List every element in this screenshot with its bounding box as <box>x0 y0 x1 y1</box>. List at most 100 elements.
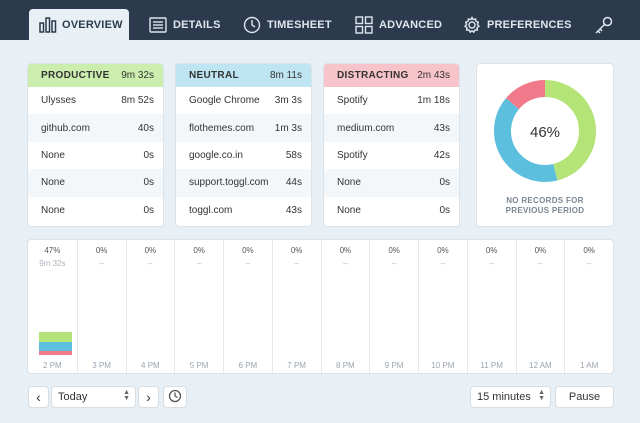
interval-value: 15 minutes <box>477 391 531 403</box>
list-item[interactable]: None 0s <box>324 169 459 197</box>
timeline-hour-column[interactable]: 47% 9m 32s 2 PM <box>28 240 77 373</box>
clock-history-icon <box>168 389 182 406</box>
item-time: 0s <box>439 204 450 216</box>
list-item[interactable]: Google Chrome 3m 3s <box>176 87 311 114</box>
hour-duration: – <box>391 259 397 268</box>
donut-neutral <box>494 80 596 182</box>
list-item[interactable]: Spotify 1m 18s <box>324 87 459 114</box>
bar-productive <box>39 332 72 342</box>
item-name: medium.com <box>337 122 395 134</box>
timeline-hour-column[interactable]: 0% – 1 AM <box>564 240 613 373</box>
timeline-hour-column[interactable]: 0% – 11 PM <box>466 240 516 373</box>
select-arrows-icon: ▲ ▼ <box>538 389 545 402</box>
timeline-hour-column[interactable]: 0% – 6 PM <box>223 240 272 373</box>
list-icon <box>148 15 168 35</box>
item-name: Spotify <box>337 149 368 161</box>
item-name: None <box>41 177 65 189</box>
select-arrows-icon: ▲ ▼ <box>123 389 130 402</box>
distracting-card: DISTRACTING 2m 43s Spotify 1m 18s medium.… <box>324 64 459 226</box>
timeline-hour-column[interactable]: 0% – 7 PM <box>271 240 321 373</box>
timeline-hour-column[interactable]: 0% – 10 PM <box>418 240 467 373</box>
bar-chart-icon <box>39 15 57 35</box>
list-item[interactable]: toggl.com 43s <box>176 197 311 224</box>
tab-timesheet[interactable]: TIMESHEET <box>242 9 332 40</box>
hour-percent: 47% <box>44 246 61 255</box>
list-item[interactable]: None 0s <box>28 142 163 169</box>
tab-label: PREFERENCES <box>487 18 572 31</box>
card-title: PRODUCTIVE <box>41 70 110 81</box>
list-item[interactable]: github.com 40s <box>28 114 163 142</box>
timeline-hour-column[interactable]: 0% – 5 PM <box>174 240 223 373</box>
list-item[interactable]: Ulysses 8m 52s <box>28 87 163 114</box>
hour-label: 1 AM <box>580 361 599 370</box>
item-name: Google Chrome <box>189 95 260 107</box>
interval-select[interactable]: 15 minutes ▲ ▼ <box>471 387 550 407</box>
timeline-hour-column[interactable]: 0% – 12 AM <box>515 240 565 373</box>
tab-preferences[interactable]: PREFERENCES <box>462 9 572 40</box>
hour-label: 3 PM <box>92 361 111 370</box>
card-total: 9m 32s <box>121 70 154 81</box>
hour-percent: 0% <box>485 246 498 255</box>
comparison-note: NO RECORDS FOR PREVIOUS PERIOD <box>505 196 585 215</box>
hour-duration: – <box>245 259 251 268</box>
timeline-hour-column[interactable]: 0% – 9 PM <box>369 240 418 373</box>
hour-label: 2 PM <box>43 361 62 370</box>
tab-overview[interactable]: OVERVIEW <box>29 9 129 40</box>
item-name: None <box>41 204 65 216</box>
list-item[interactable]: medium.com 43s <box>324 114 459 142</box>
hour-percent: 0% <box>388 246 400 255</box>
hour-label: 8 PM <box>336 361 355 370</box>
list-item[interactable]: support.toggl.com 44s <box>176 169 311 197</box>
key-icon <box>594 15 614 35</box>
hour-duration: – <box>343 259 348 268</box>
item-name: google.co.in <box>189 149 243 161</box>
summary-card: 46% NO RECORDS FOR PREVIOUS PERIOD <box>477 64 613 226</box>
top-nav-bar: OVERVIEW DETAILS TIMESHEET ADVANCED PREF… <box>0 0 640 40</box>
list-item[interactable]: google.co.in 58s <box>176 142 311 169</box>
list-item[interactable]: Spotify 42s <box>324 142 459 169</box>
tab-advanced[interactable]: ADVANCED <box>354 9 442 40</box>
tab-details[interactable]: DETAILS <box>148 9 221 40</box>
item-time: 40s <box>137 122 154 134</box>
neutral-card: NEUTRAL 8m 11s Google Chrome 3m 3s flothe… <box>176 64 311 226</box>
list-item[interactable]: None 0s <box>28 197 163 224</box>
list-item[interactable]: None 0s <box>324 197 459 224</box>
hour-duration: – <box>99 259 104 268</box>
period-select[interactable]: Today ▲ ▼ <box>52 387 135 407</box>
previous-period-button[interactable]: ‹ <box>29 387 48 407</box>
neutral-header: NEUTRAL 8m 11s <box>176 64 311 87</box>
clock-icon <box>242 15 262 35</box>
timeline-hour-column[interactable]: 0% – 4 PM <box>125 240 175 373</box>
item-time: 42s <box>433 149 450 161</box>
tab-label: TIMESHEET <box>267 18 332 31</box>
card-total: 2m 43s <box>417 70 450 81</box>
timeline-hour-column[interactable]: 0% – 8 PM <box>320 240 370 373</box>
list-item[interactable]: flothemes.com 1m 3s <box>176 114 311 142</box>
hour-label: 10 PM <box>431 361 455 370</box>
productive-header: PRODUCTIVE 9m 32s <box>28 64 163 87</box>
item-time: 0s <box>439 177 450 189</box>
item-name: None <box>41 149 65 161</box>
next-period-button[interactable]: › <box>139 387 158 407</box>
list-item[interactable]: None 0s <box>28 169 163 197</box>
hour-label: 4 PM <box>141 361 160 370</box>
hour-duration: – <box>440 259 446 268</box>
item-time: 1m 18s <box>417 95 450 107</box>
hour-percent: 0% <box>583 246 595 255</box>
grid-icon <box>354 15 374 35</box>
bar-distracting <box>39 351 72 355</box>
history-button[interactable] <box>164 387 186 407</box>
bar-neutral <box>39 342 72 351</box>
key-button[interactable] <box>594 9 619 40</box>
pause-button[interactable]: Pause <box>556 387 613 407</box>
productive-card: PRODUCTIVE 9m 32s Ulysses 8m 52s github.c… <box>28 64 163 226</box>
tab-label: ADVANCED <box>379 18 443 31</box>
timeline-hour-column[interactable]: 0% – 3 PM <box>76 240 126 373</box>
hour-label: 9 PM <box>384 361 404 370</box>
hour-percent: 0% <box>534 246 547 255</box>
distracting-header: DISTRACTING 2m 43s <box>324 64 459 87</box>
hour-duration: – <box>294 259 299 268</box>
hour-label: 7 PM <box>287 361 306 370</box>
item-time: 3m 3s <box>274 95 302 107</box>
item-time: 0s <box>143 177 154 189</box>
